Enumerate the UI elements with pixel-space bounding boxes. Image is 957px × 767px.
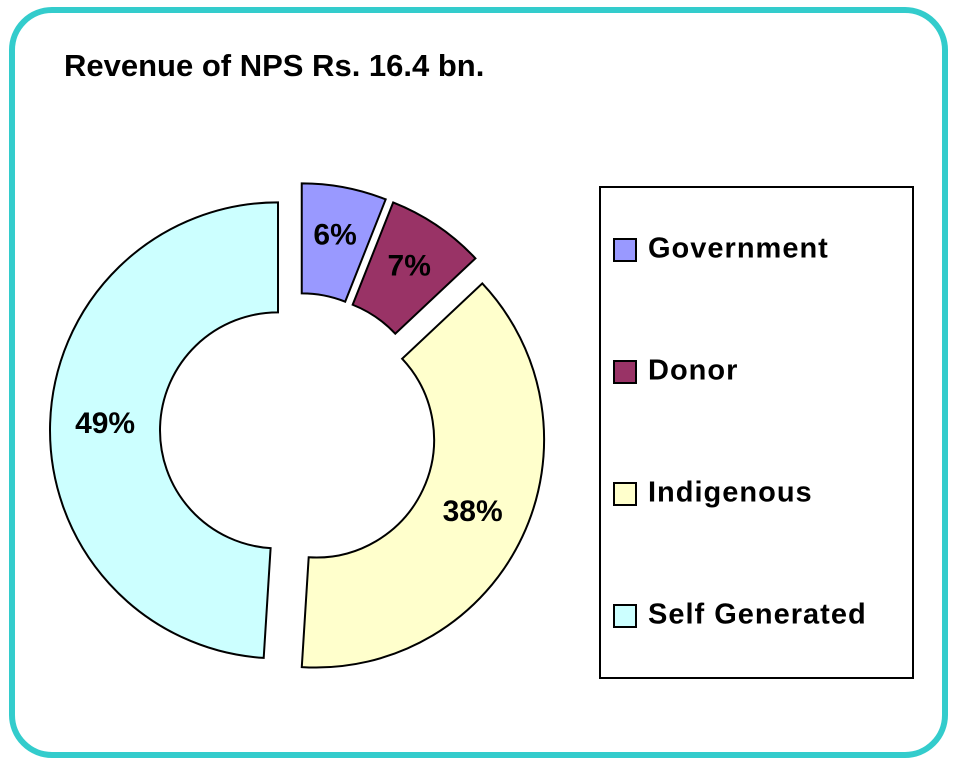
donut-slice (49, 201, 280, 659)
donut-slice (300, 182, 387, 303)
legend-label: Self Generated (648, 599, 867, 631)
data-label: 7% (388, 249, 431, 282)
donut-slice (351, 201, 477, 336)
legend-swatch (613, 482, 637, 506)
legend-label: Indigenous (648, 477, 813, 509)
legend-label: Government (648, 233, 829, 265)
legend-box (599, 186, 914, 679)
chart-title: Revenue of NPS Rs. 16.4 bn. (64, 48, 484, 83)
legend-swatch (613, 604, 637, 628)
data-label: 6% (313, 219, 356, 252)
legend-swatch (613, 360, 637, 384)
donut-slice (300, 282, 546, 669)
legend-label: Donor (648, 355, 738, 387)
data-label: 49% (75, 407, 135, 440)
legend-swatch (613, 238, 637, 262)
data-label: 38% (443, 495, 503, 528)
